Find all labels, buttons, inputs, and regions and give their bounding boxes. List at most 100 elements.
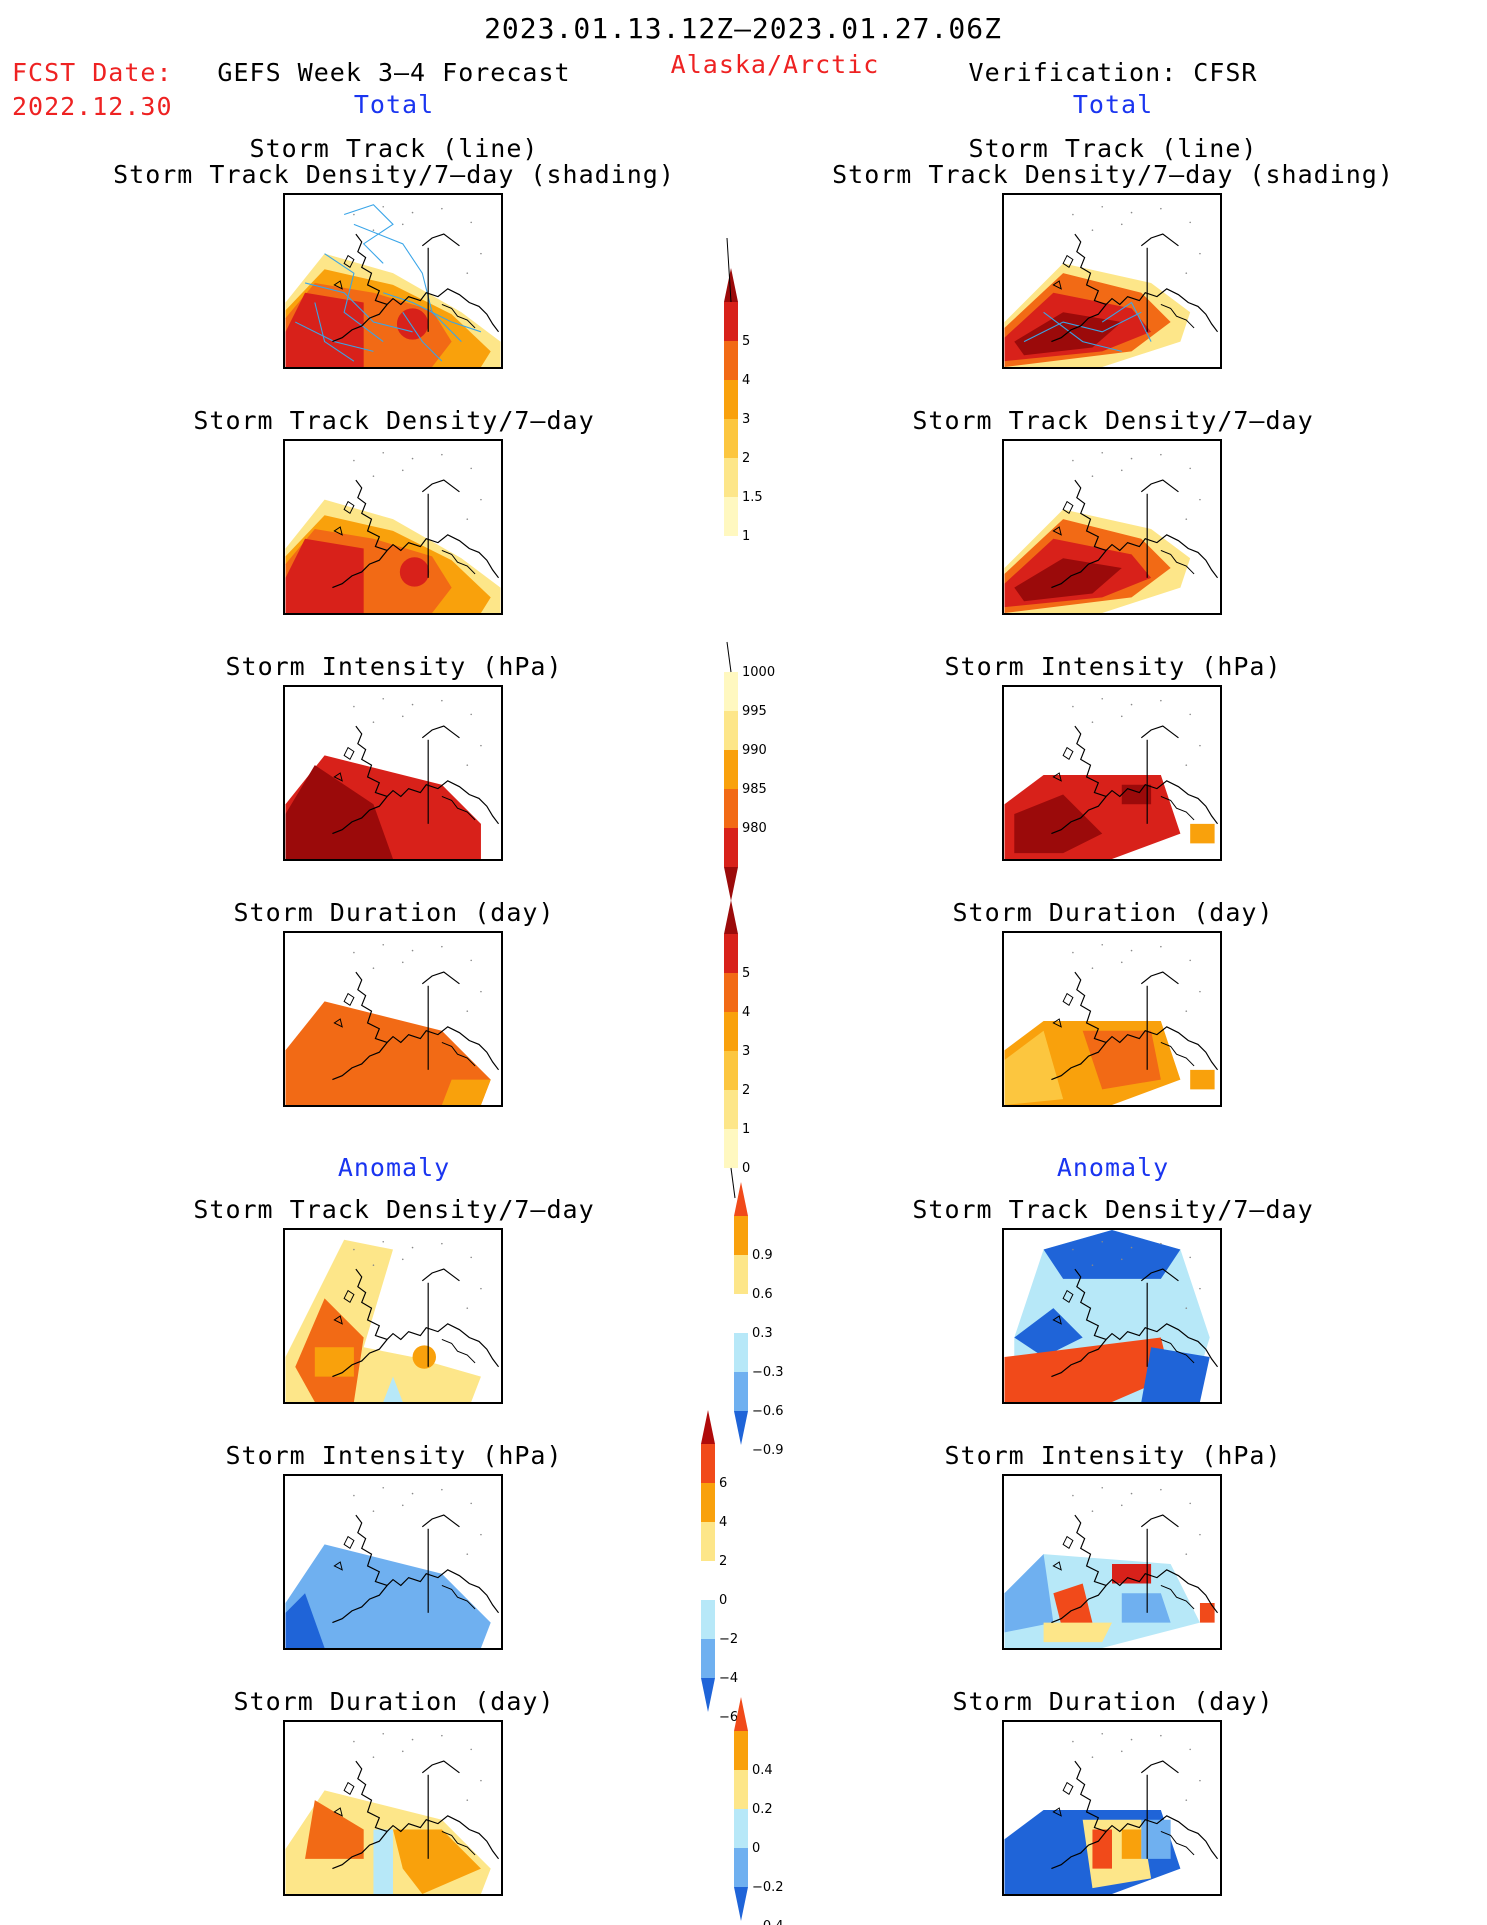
colorbar-tick-label: −0.4 (752, 1919, 784, 1925)
colorbar-segment (724, 1129, 738, 1168)
colorbar-segment (724, 1090, 738, 1129)
colorbar-tick-label: 990 (742, 743, 767, 758)
colorbar-segment (724, 789, 738, 828)
colorbar-tick-label: 0.3 (752, 1326, 773, 1341)
colorbar-tick-label: 1 (742, 1122, 750, 1137)
colorbar-tick-label: −6 (719, 1710, 738, 1725)
colorbar-intensity-anomaly: 6 4 2 0 −2 −4 −6 (701, 1410, 761, 1725)
left-duration-title: Storm Duration (day) (233, 898, 555, 927)
colorbar-segment (701, 1444, 715, 1483)
colorbar-segment (724, 341, 738, 380)
right-anomaly-intensity-title: Storm Intensity (hPa) (944, 1441, 1282, 1470)
colorbar-tick-label: −2 (719, 1632, 738, 1647)
colorbar-bottom-arrow (734, 1887, 748, 1921)
verification-title: Verification: CFSR (968, 58, 1258, 87)
colorbar-density-anomaly: 0.9 0.6 0.3 −0.3 −0.6 −0.9 (734, 1182, 794, 1458)
colorbar-segment (724, 828, 738, 867)
total-label-right: Total (1072, 90, 1154, 119)
colorbar-tick-label: −0.2 (752, 1880, 784, 1895)
colorbar-segment (734, 1333, 748, 1372)
cfsr-anomaly-duration-map (1002, 1720, 1222, 1896)
right-anomaly-duration-title: Storm Duration (day) (952, 1687, 1274, 1716)
colorbar-bottom-arrow (701, 1678, 715, 1712)
colorbar-segment (734, 1372, 748, 1411)
colorbar-segment (724, 458, 738, 497)
left-track-density-shading-title: Storm Track Density/7–day (shading) (113, 160, 675, 189)
cfsr-storm-track-map (1002, 193, 1222, 369)
colorbar-segment (734, 1255, 748, 1294)
colorbar-tick-label: −4 (719, 1671, 738, 1686)
colorbar-tick-label: −0.6 (752, 1404, 784, 1419)
colorbar-tick-label: 3 (742, 1044, 750, 1059)
colorbar-duration-anomaly: 0.4 0.2 0 −0.2 −0.4 (734, 1697, 794, 1925)
colorbar-tick-label: 6 (719, 1476, 727, 1491)
forecast-anomaly-density-map (283, 1228, 503, 1404)
fcst-date-value: 2022.12.30 (12, 92, 173, 121)
colorbar-tick-label: 0.9 (752, 1248, 773, 1263)
colorbar-tick-label: 985 (742, 782, 767, 797)
right-track-density-shading-title: Storm Track Density/7–day (shading) (832, 160, 1394, 189)
colorbar-tick-label: 5 (742, 334, 750, 349)
colorbar-segment (701, 1600, 715, 1639)
colorbar-tick-label: 1.5 (742, 490, 763, 505)
colorbar-tick-label: 1000 (742, 665, 775, 680)
colorbar-tick-label: 0 (742, 1161, 750, 1176)
fcst-date-label: FCST Date: (12, 58, 173, 87)
colorbar-tick-label: 0.6 (752, 1287, 773, 1302)
colorbar-tick-label: −0.9 (752, 1443, 784, 1458)
anomaly-label-left: Anomaly (337, 1153, 451, 1182)
total-label-left: Total (353, 90, 435, 119)
colorbar-tick-label: 1 (742, 529, 750, 544)
colorbar-duration-total: 5 4 3 2 1 0 (724, 900, 784, 1199)
left-anomaly-intensity-title: Storm Intensity (hPa) (225, 1441, 563, 1470)
colorbar-segment (734, 1770, 748, 1809)
colorbar-tail (726, 641, 732, 673)
left-anomaly-density-title: Storm Track Density/7–day (193, 1195, 595, 1224)
left-anomaly-duration-title: Storm Duration (day) (233, 1687, 555, 1716)
anomaly-label-right: Anomaly (1056, 1153, 1170, 1182)
colorbar-tick-label: −0.3 (752, 1365, 784, 1380)
colorbar-segment (724, 497, 738, 536)
colorbar-segment (724, 672, 738, 711)
colorbar-tick-label: 995 (742, 704, 767, 719)
right-anomaly-density-title: Storm Track Density/7–day (912, 1195, 1314, 1224)
colorbar-top-arrow (701, 1410, 715, 1444)
right-duration-title: Storm Duration (day) (952, 898, 1274, 927)
colorbar-tail (730, 1167, 736, 1199)
colorbar-segment (724, 711, 738, 750)
colorbar-segment (724, 750, 738, 789)
cfsr-intensity-map (1002, 685, 1222, 861)
colorbar-segment (734, 1809, 748, 1848)
date-range-title: 2023.01.13.12Z–2023.01.27.06Z (484, 12, 1002, 45)
cfsr-anomaly-intensity-map (1002, 1474, 1222, 1650)
left-track-line-title: Storm Track (line) (249, 134, 539, 163)
forecast-title: GEFS Week 3–4 Forecast (217, 58, 571, 87)
colorbar-density-total: 5 4 3 2 1.5 1 (724, 237, 784, 544)
colorbar-segment (724, 419, 738, 458)
colorbar-tick-label: 3 (742, 412, 750, 427)
colorbar-segment (734, 1216, 748, 1255)
cfsr-duration-map (1002, 931, 1222, 1107)
forecast-intensity-map (283, 685, 503, 861)
left-intensity-title: Storm Intensity (hPa) (225, 652, 563, 681)
left-track-density-title: Storm Track Density/7–day (193, 406, 595, 435)
region-title: Alaska/Arctic (670, 50, 880, 79)
colorbar-tick-label: 0 (719, 1593, 727, 1608)
forecast-duration-map (283, 931, 503, 1107)
colorbar-tick-label: 0.4 (752, 1763, 773, 1778)
colorbar-segment (701, 1639, 715, 1678)
right-track-line-title: Storm Track (line) (968, 134, 1258, 163)
colorbar-segment (734, 1294, 748, 1333)
right-intensity-title: Storm Intensity (hPa) (944, 652, 1282, 681)
colorbar-segment (724, 973, 738, 1012)
colorbar-tick-label: 4 (742, 373, 750, 388)
colorbar-segment (701, 1561, 715, 1600)
colorbar-segment (724, 302, 738, 341)
colorbar-segment (724, 1051, 738, 1090)
colorbar-tick-label: 2 (742, 1083, 750, 1098)
colorbar-top-arrow (724, 900, 738, 934)
colorbar-segment (734, 1848, 748, 1887)
colorbar-tick-label: 980 (742, 821, 767, 836)
colorbar-intensity-total: 1000 995 990 985 980 (724, 641, 784, 901)
colorbar-tick-label: 0 (752, 1841, 760, 1856)
